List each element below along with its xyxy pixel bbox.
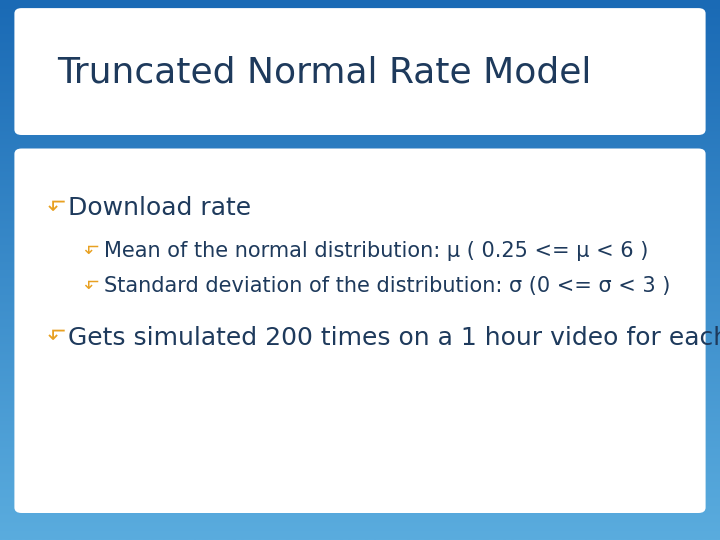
Text: Download rate: Download rate	[68, 196, 251, 220]
Text: Standard deviation of the distribution: σ (0 <= σ < 3 ): Standard deviation of the distribution: …	[104, 276, 671, 296]
Text: ↳: ↳	[39, 199, 59, 217]
Text: ↳: ↳	[76, 279, 94, 294]
Text: ↳: ↳	[76, 244, 94, 259]
Text: Gets simulated 200 times on a 1 hour video for each pair: Gets simulated 200 times on a 1 hour vid…	[68, 326, 720, 349]
Text: ↳: ↳	[39, 328, 59, 347]
Text: Truncated Normal Rate Model: Truncated Normal Rate Model	[58, 56, 592, 90]
FancyBboxPatch shape	[14, 8, 706, 135]
FancyBboxPatch shape	[14, 148, 706, 513]
Text: Mean of the normal distribution: μ ( 0.25 <= μ < 6 ): Mean of the normal distribution: μ ( 0.2…	[104, 241, 649, 261]
